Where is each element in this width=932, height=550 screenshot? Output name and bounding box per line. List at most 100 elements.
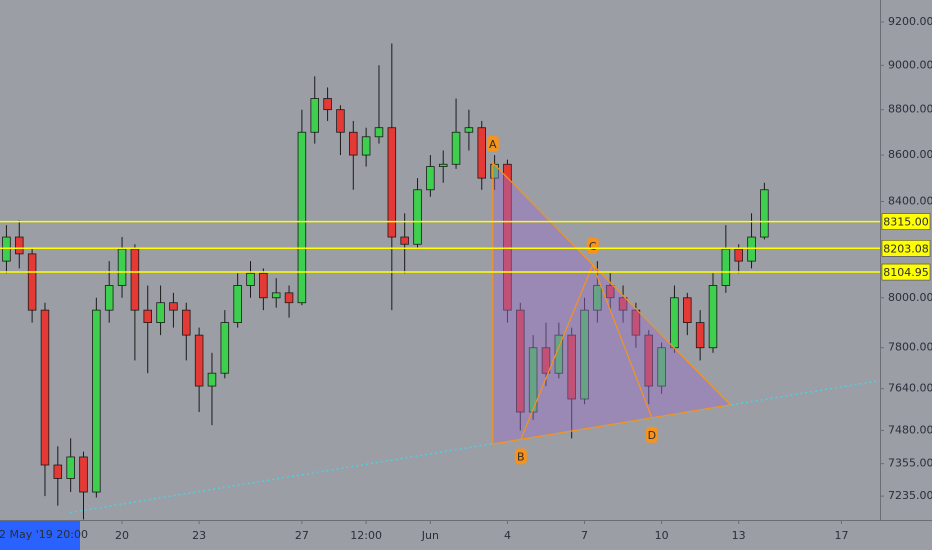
candle-body (361, 136, 371, 156)
candle-body (618, 297, 628, 311)
candle-body (580, 309, 589, 400)
pattern-point-badge (645, 426, 658, 443)
y-tick-label: 7355.00 (888, 457, 932, 470)
candle-body (66, 456, 75, 479)
y-tick-label: 8000.00 (888, 291, 932, 304)
y-tick-label: 8600.00 (888, 148, 932, 161)
candle-body (567, 334, 576, 400)
candle-body (426, 166, 435, 191)
level-label-box (881, 240, 931, 257)
pattern-point-label: C (589, 240, 597, 253)
plot-area: A B C D (2, 43, 880, 520)
y-tick-label: 9000.00 (888, 58, 932, 71)
pattern-point-label: A (489, 138, 497, 151)
candle-body (657, 347, 666, 387)
level-label: 8315.00 (883, 216, 929, 229)
x-tick-label: 4 (504, 529, 511, 542)
candle-body (156, 302, 165, 324)
candle-body (605, 285, 615, 299)
candle-body (708, 285, 718, 349)
y-tick-label: 7800.00 (888, 341, 932, 354)
x-tick-label: 7 (581, 529, 588, 542)
candle-body (503, 163, 512, 311)
candle-body (760, 189, 769, 238)
candle-body (747, 236, 756, 262)
level-label-box (881, 213, 931, 230)
candle-body (336, 109, 345, 133)
pattern-point-badge (486, 135, 499, 152)
y-tick-label: 8800.00 (888, 103, 932, 116)
candle-body (451, 131, 461, 165)
candle-body (117, 248, 127, 286)
candle-body (79, 456, 88, 493)
pattern-leg (592, 264, 653, 419)
x-tick-label: 12:00 (350, 529, 382, 542)
candle-body (528, 347, 538, 413)
x-tick-label: Jun (421, 529, 439, 542)
y-tick-label: 9200.00 (888, 15, 932, 28)
x-tick-label: 20 (115, 529, 129, 542)
candle-body (15, 236, 24, 255)
candle-body (644, 334, 654, 387)
candle-body (323, 98, 332, 111)
candle-body (207, 372, 217, 387)
candle-body (130, 248, 140, 311)
pattern-point-label: D (648, 429, 656, 442)
candle-body (695, 322, 705, 349)
candle-body (233, 285, 242, 324)
trendline (69, 379, 880, 514)
candle-body (477, 127, 487, 179)
candle-body (631, 309, 641, 336)
pattern-leg (520, 264, 594, 440)
candle-body (400, 236, 409, 245)
pattern-point-label: B (517, 450, 525, 463)
candle-body (143, 309, 152, 324)
candle-body (104, 285, 114, 311)
candle-body (297, 131, 307, 304)
cursor-label: 12 May '19 20:00 (0, 528, 88, 541)
candle-body (721, 248, 731, 286)
pattern-triangle (492, 161, 732, 445)
y-tick-label: 7640.00 (888, 382, 932, 395)
candle-body (670, 297, 679, 349)
candle-body (194, 334, 204, 387)
candle-body (387, 127, 397, 238)
candle-body (259, 272, 268, 299)
pattern-point-badge (586, 237, 599, 254)
cursor-label-box (0, 521, 80, 550)
level-label: 8203.08 (883, 242, 929, 255)
candle-body (40, 309, 50, 466)
y-tick-label: 7235.00 (888, 489, 932, 502)
pattern-point-badge (514, 448, 527, 465)
candle-body (464, 127, 474, 133)
x-tick-label: 10 (655, 529, 669, 542)
candle-body (413, 189, 422, 245)
candle-body (182, 309, 191, 336)
x-tick-label: 27 (295, 529, 309, 542)
candle-body (220, 322, 230, 374)
candle-body (516, 309, 525, 413)
y-tick-label: 8400.00 (888, 194, 932, 207)
y-tick-label: 7480.00 (888, 423, 932, 436)
candle-body (554, 334, 564, 374)
x-tick-label: 23 (192, 529, 206, 542)
candle-body (734, 248, 743, 262)
x-tick-label: 13 (732, 529, 746, 542)
x-tick-label: 17 (834, 529, 848, 542)
candle-body (310, 98, 319, 133)
candle-body (593, 285, 602, 311)
candle-body (284, 292, 294, 304)
candle-body (27, 253, 37, 311)
candle-body (683, 297, 692, 324)
candle-body (92, 309, 101, 493)
candle-body (349, 131, 358, 156)
candle-body (374, 127, 384, 138)
candle-body (2, 236, 11, 262)
level-label: 8104.95 (883, 266, 929, 279)
candle-body (246, 272, 255, 286)
candle-body (169, 302, 178, 311)
candle-body (271, 292, 281, 299)
candle-body (438, 163, 448, 167)
